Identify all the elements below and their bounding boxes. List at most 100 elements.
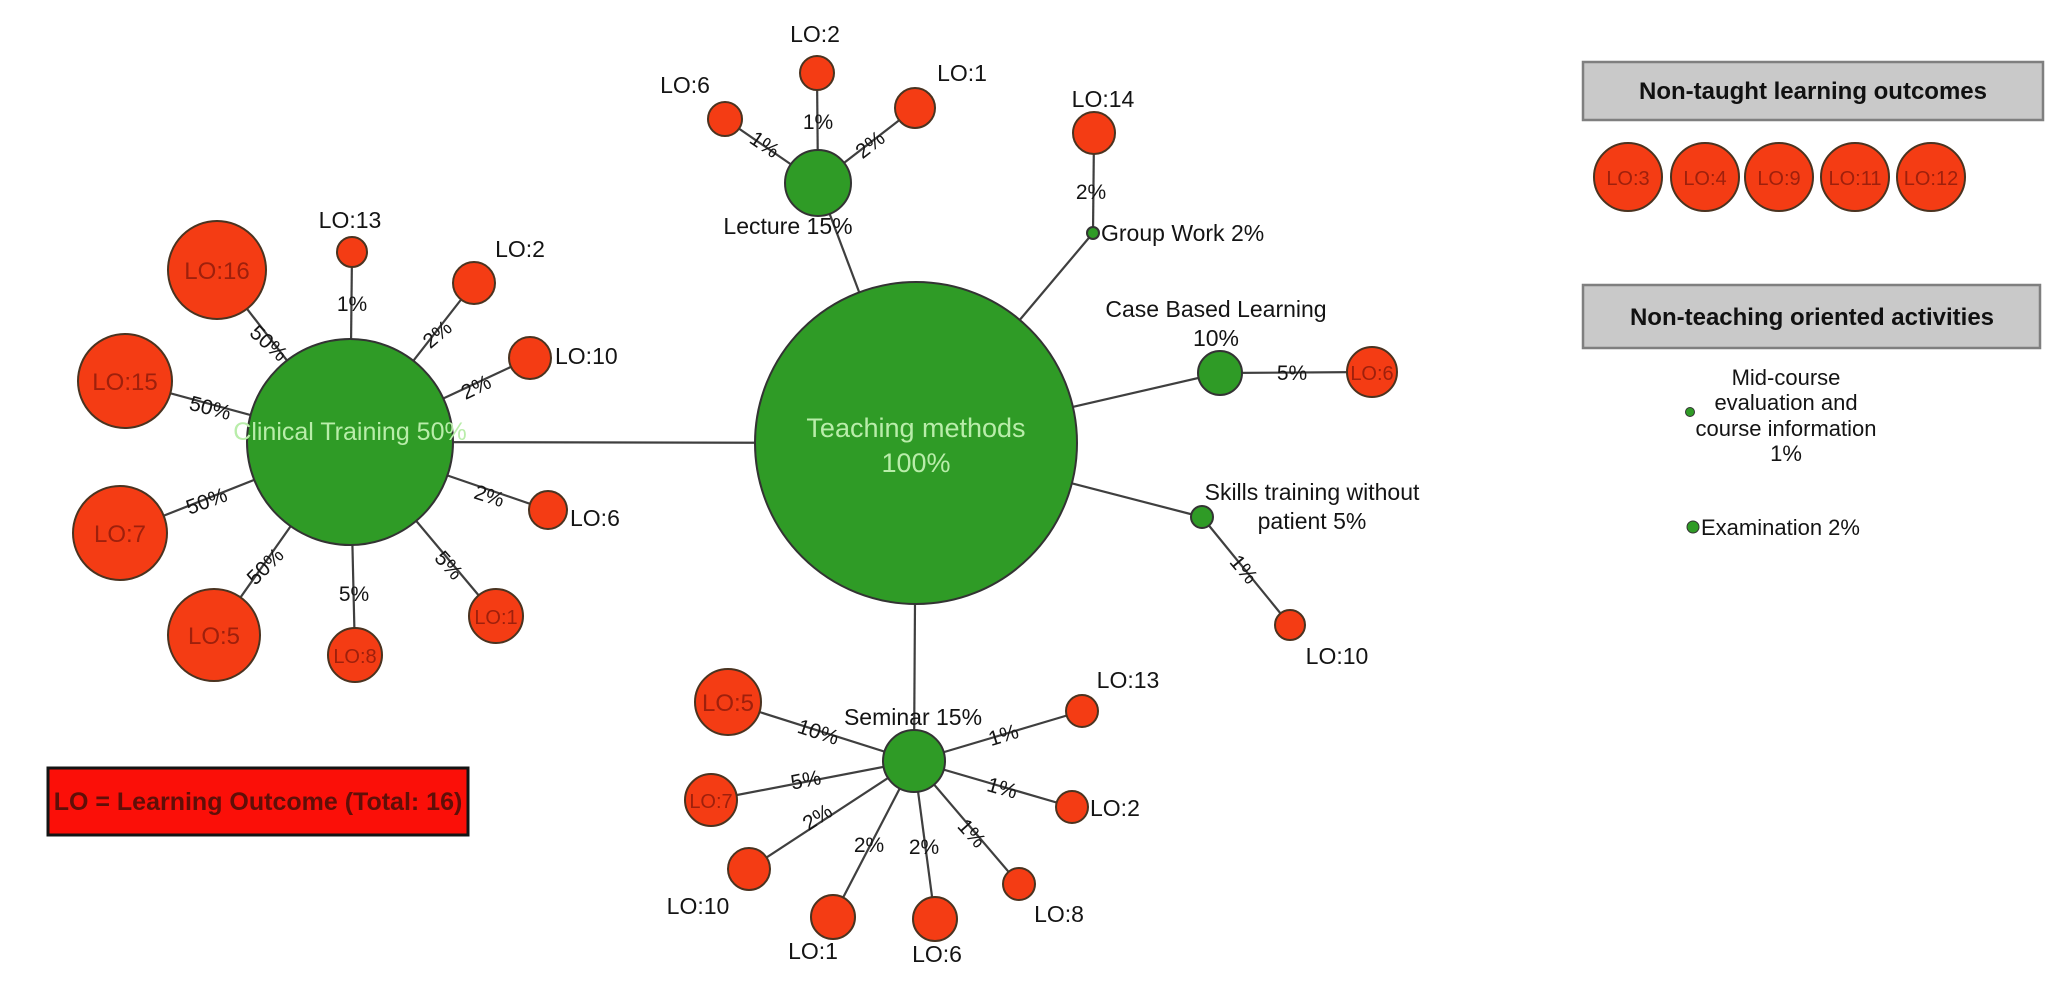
examination-dot <box>1686 520 1700 534</box>
node-seminar-lo10 <box>727 847 771 891</box>
seminar-lo10-label: LO:10 <box>667 893 730 919</box>
teaching-methods-label-line1: Teaching methods <box>806 413 1025 443</box>
node-lecture <box>784 149 852 217</box>
legend-lo9-label: LO:9 <box>1757 168 1800 190</box>
seminar-lo1-pct: 2% <box>854 834 884 857</box>
method-nodes <box>246 149 1243 793</box>
non-taught-header: Non-taught learning outcomes <box>1639 78 1987 105</box>
legend-non-taught: Non-taught learning outcomes LO:3 LO:4 L… <box>1581 60 2045 212</box>
seminar-lo7-pct: 5% <box>789 766 823 794</box>
seminar-label: Seminar 15% <box>844 704 982 730</box>
casebased-lo6-label: LO:6 <box>1350 363 1393 385</box>
node-clinical-lo6 <box>528 490 568 530</box>
lecture-label: Lecture 15% <box>723 213 852 239</box>
lecture-lo6-label: LO:6 <box>660 72 710 98</box>
clinical-lo2-label: LO:2 <box>495 236 545 262</box>
outcome-nodes <box>72 55 1398 942</box>
clinical-lo6-label: LO:6 <box>570 505 620 531</box>
legend-lo4-label: LO:4 <box>1683 168 1726 190</box>
lecture-lo6-pct: 1% <box>745 127 783 163</box>
clinical-lo16-label: LO:16 <box>184 258 249 285</box>
node-skills-training <box>1190 505 1214 529</box>
node-teaching-methods <box>754 281 1078 605</box>
node-lecture-lo6 <box>707 101 743 137</box>
node-clinical-lo5 <box>167 588 261 682</box>
mid-course-dot <box>1685 407 1695 417</box>
non-taught-header-box <box>1581 60 2045 122</box>
seminar-lo10-pct: 2% <box>799 800 837 836</box>
seminar-lo6-label: LO:6 <box>912 941 962 967</box>
legend-lo11-label: LO:11 <box>1829 168 1882 190</box>
node-seminar-lo1 <box>810 894 856 940</box>
legend-non-teaching: Non-teaching oriented activities Mid-cou… <box>1581 283 2042 540</box>
legend-lo3-label: LO:3 <box>1606 168 1649 190</box>
clinical-lo13-pct: 1% <box>337 293 367 316</box>
mid-course-line4: 1% <box>1770 441 1802 466</box>
note-box <box>46 766 470 837</box>
seminar-lo1-label: LO:1 <box>788 938 838 964</box>
node-lecture-lo2 <box>799 55 835 91</box>
legend-node-lo11 <box>1820 142 1890 212</box>
legend-node-lo9 <box>1744 142 1814 212</box>
seminar-lo8-pct: 1% <box>953 815 990 853</box>
skills-lo10-label: LO:10 <box>1306 643 1369 669</box>
node-skills-lo10 <box>1274 609 1306 641</box>
seminar-lo13-pct: 1% <box>986 720 1022 751</box>
clinical-training-label: Clinical Training 50% <box>233 418 466 446</box>
seminar-lo13-label: LO:13 <box>1097 667 1160 693</box>
groupwork-lo14-pct: 2% <box>1076 181 1106 204</box>
mid-course-line1: Mid-course <box>1732 365 1841 390</box>
clinical-lo1-label: LO:1 <box>474 607 517 629</box>
node-clinical-lo1 <box>468 588 524 644</box>
seminar-lo6-pct: 2% <box>909 836 939 859</box>
node-group-work <box>1086 226 1100 240</box>
clinical-lo1-pct: 5% <box>430 547 467 585</box>
node-case-based-learning <box>1197 350 1243 396</box>
node-seminar <box>882 729 946 793</box>
node-clinical-lo16 <box>167 220 267 320</box>
lecture-lo2-pct: 1% <box>803 111 833 134</box>
clinical-lo13-label: LO:13 <box>319 207 382 233</box>
mid-course-line2: evaluation and <box>1714 390 1857 415</box>
non-teaching-header-box <box>1581 283 2042 350</box>
legend-node-lo4 <box>1670 142 1740 212</box>
seminar-lo7-label: LO:7 <box>689 791 732 813</box>
seminar-lo5-pct: 10% <box>795 715 842 750</box>
examination-label: Examination 2% <box>1701 515 1860 540</box>
node-casebased-lo6 <box>1346 346 1398 398</box>
edge-seminar-lo10 <box>748 760 915 870</box>
node-clinical-lo15 <box>77 333 173 429</box>
node-seminar-lo2 <box>1055 790 1089 824</box>
case-based-label-line1: Case Based Learning <box>1105 296 1326 322</box>
skills-label-line1: Skills training without <box>1205 479 1420 505</box>
clinical-lo5-label: LO:5 <box>188 623 240 650</box>
node-clinical-lo10 <box>508 336 552 380</box>
mid-course-line3: course information <box>1696 416 1877 441</box>
teaching-methods-label-line2: 100% <box>881 448 950 478</box>
lecture-lo1-label: LO:1 <box>937 60 987 86</box>
clinical-lo7-label: LO:7 <box>94 521 146 548</box>
node-seminar-lo8 <box>1002 867 1036 901</box>
skills-label-line2: patient 5% <box>1258 508 1367 534</box>
non-teaching-header: Non-teaching oriented activities <box>1630 304 1994 331</box>
group-work-label: Group Work 2% <box>1101 220 1264 246</box>
node-clinical-training <box>246 338 454 546</box>
clinical-lo15-label: LO:15 <box>92 369 157 396</box>
clinical-lo10-label: LO:10 <box>555 343 618 369</box>
node-lecture-lo1 <box>894 87 936 129</box>
case-based-label-line2: 10% <box>1193 325 1239 351</box>
legend-node-lo3 <box>1593 142 1663 212</box>
note-box-group: LO = Learning Outcome (Total: 16) <box>46 766 470 837</box>
clinical-lo16-pct: 50% <box>245 321 292 366</box>
seminar-lo2-pct: 1% <box>984 773 1020 803</box>
legend-lo12-label: LO:12 <box>1904 168 1958 190</box>
clinical-lo15-pct: 50% <box>187 392 234 425</box>
lecture-lo2-label: LO:2 <box>790 21 840 47</box>
node-seminar-lo7 <box>684 773 738 827</box>
node-clinical-lo8 <box>327 627 383 683</box>
note-label: LO = Learning Outcome (Total: 16) <box>54 788 463 816</box>
clinical-lo6-pct: 2% <box>471 481 507 512</box>
node-clinical-lo13 <box>336 236 368 268</box>
node-seminar-lo6 <box>912 896 958 942</box>
